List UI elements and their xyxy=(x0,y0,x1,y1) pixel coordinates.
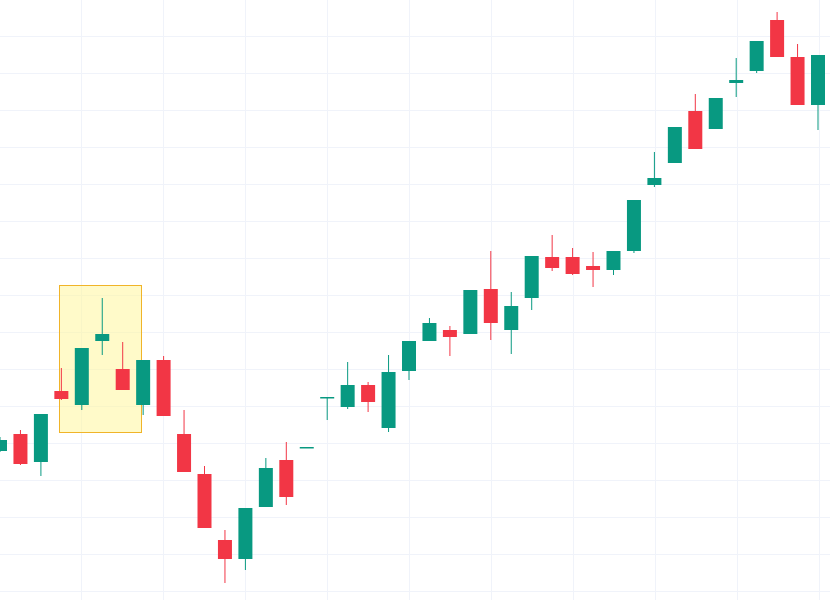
candle-body xyxy=(770,20,785,57)
candle-body xyxy=(688,111,703,149)
candle-body xyxy=(790,57,805,105)
candle-body xyxy=(156,360,171,416)
candle-body xyxy=(136,360,151,405)
candle-body xyxy=(483,289,498,323)
candle-body xyxy=(586,266,601,270)
candle-body xyxy=(299,447,314,449)
candle-body xyxy=(95,334,110,341)
candle-body xyxy=(279,460,294,497)
candle-body xyxy=(340,385,355,407)
candle-body xyxy=(13,434,28,464)
candle-body xyxy=(749,41,764,71)
candle-body xyxy=(217,540,232,559)
candle-body xyxy=(33,414,48,462)
candle-body xyxy=(115,369,130,390)
candle-body xyxy=(238,508,253,559)
candle-body xyxy=(524,256,539,298)
candle-body xyxy=(606,251,621,270)
candle-body xyxy=(463,290,478,334)
candle-body xyxy=(320,397,335,399)
candle-body xyxy=(545,257,560,268)
candle-body xyxy=(565,257,580,274)
candle-body xyxy=(381,372,396,428)
candle-body xyxy=(197,474,212,528)
candle-body xyxy=(361,385,376,402)
candle-body xyxy=(647,178,662,185)
candle-body xyxy=(54,391,69,399)
candle-body xyxy=(504,306,519,330)
candle-body xyxy=(177,434,192,472)
candle-body xyxy=(811,55,825,105)
candle-body xyxy=(402,341,416,371)
candle-body xyxy=(442,330,457,337)
candle-body xyxy=(422,323,437,341)
candle-body xyxy=(729,80,744,83)
candle-body xyxy=(74,348,89,405)
candle-body xyxy=(708,98,723,129)
candle-body xyxy=(626,200,641,251)
candle-body xyxy=(258,468,273,507)
candle-body xyxy=(667,127,682,163)
candle-body xyxy=(0,440,7,451)
highlight-box xyxy=(59,285,142,433)
